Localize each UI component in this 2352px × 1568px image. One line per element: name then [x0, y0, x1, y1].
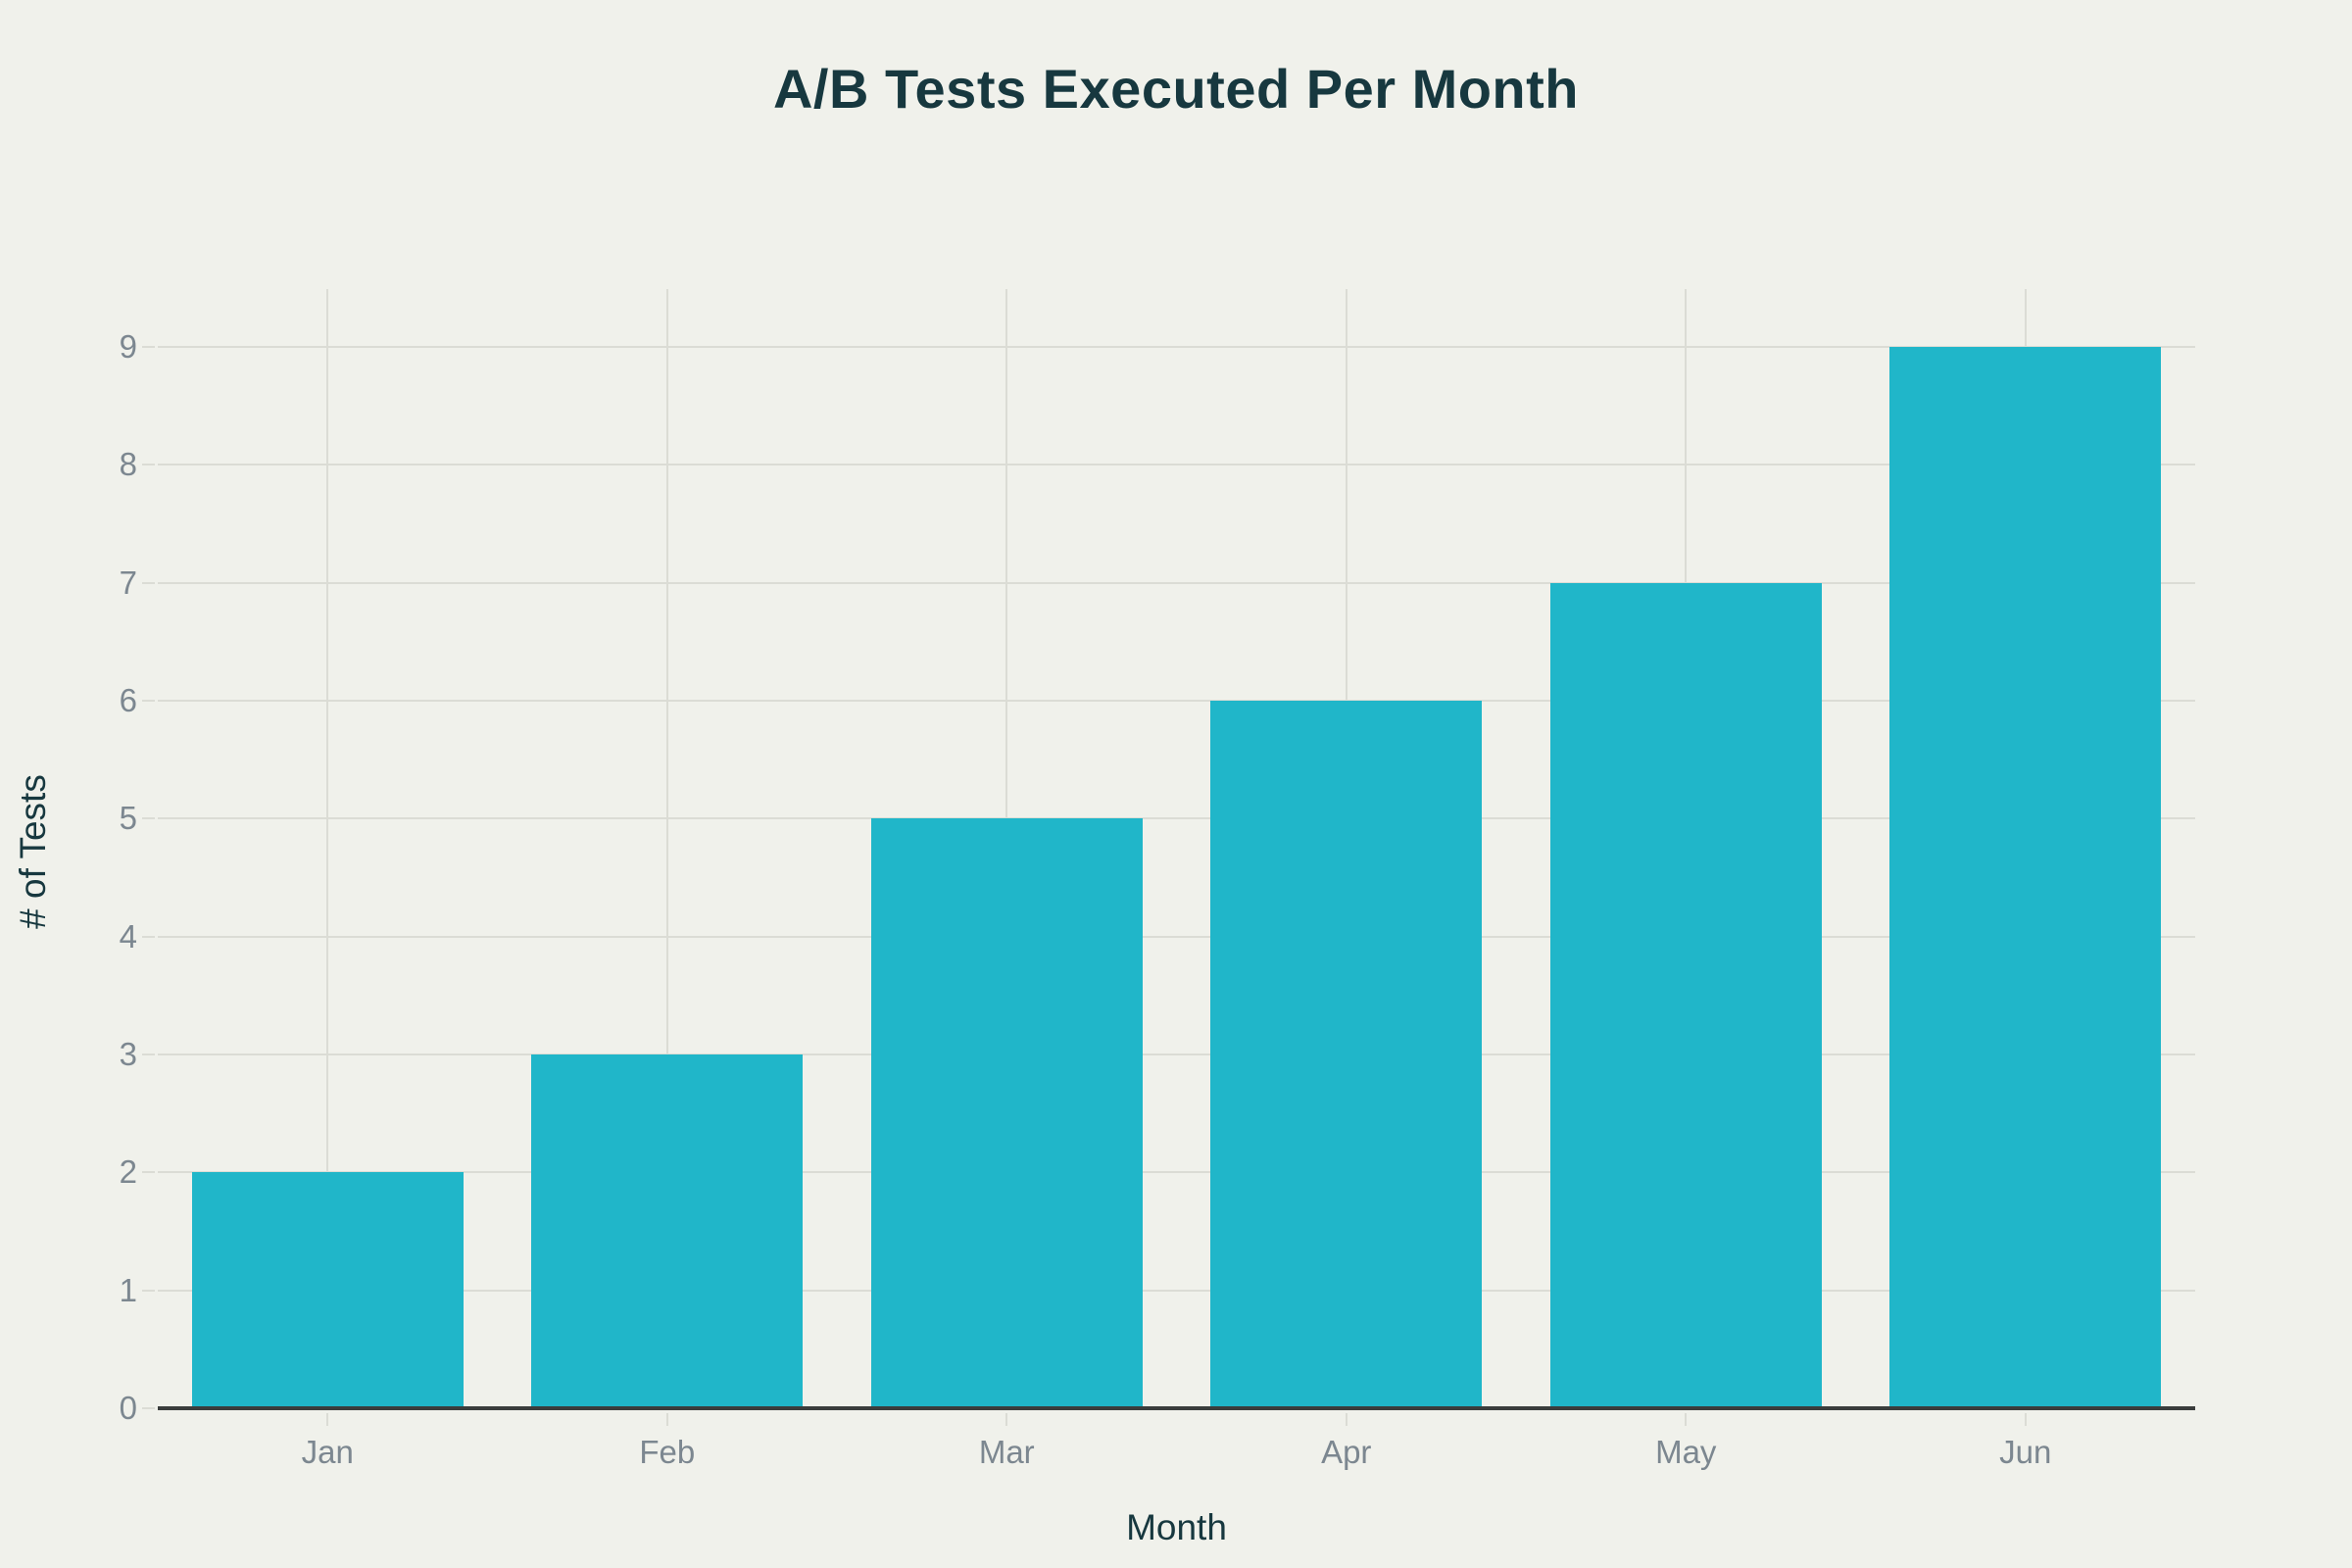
y-gridline	[158, 464, 2195, 466]
y-tick-mark	[142, 1053, 155, 1055]
x-tick-mark	[1685, 1413, 1688, 1426]
y-axis-title: # of Tests	[13, 774, 53, 929]
bar-feb	[531, 1054, 804, 1408]
x-tick-mark	[2024, 1413, 2027, 1426]
y-tick-label: 3	[119, 1035, 137, 1072]
y-tick-label: 6	[119, 681, 137, 718]
x-tick-label: Jun	[1999, 1434, 2052, 1470]
x-tick-label: Jan	[301, 1434, 354, 1470]
y-tick-mark	[142, 1289, 155, 1292]
y-gridline	[158, 345, 2195, 348]
y-tick-label: 2	[119, 1153, 137, 1191]
y-gridline	[158, 1289, 2195, 1292]
y-tick-mark	[142, 699, 155, 702]
y-tick-mark	[142, 1407, 155, 1409]
y-tick-mark	[142, 817, 155, 820]
y-tick-label: 0	[119, 1390, 137, 1426]
y-tick-label: 7	[119, 564, 137, 601]
y-gridline	[158, 1053, 2195, 1055]
y-tick-mark	[142, 581, 155, 584]
x-tick-label: May	[1655, 1434, 1717, 1470]
x-tick-label: Feb	[639, 1434, 696, 1470]
y-tick-mark	[142, 464, 155, 466]
y-tick-mark	[142, 935, 155, 938]
y-tick-label: 8	[119, 446, 137, 483]
y-gridline	[158, 699, 2195, 702]
x-tick-label: Apr	[1321, 1434, 1372, 1470]
y-tick-label: 1	[119, 1271, 137, 1308]
x-tick-mark	[1345, 1413, 1348, 1426]
y-tick-mark	[142, 345, 155, 348]
x-tick-label: Mar	[978, 1434, 1035, 1470]
x-axis-line	[158, 1406, 2195, 1410]
plot-area	[158, 289, 2195, 1410]
y-gridline	[158, 581, 2195, 584]
y-tick-label: 5	[119, 800, 137, 837]
y-tick-label: 4	[119, 917, 137, 955]
x-gridline	[665, 289, 668, 1408]
chart-title: A/B Tests Executed Per Month	[772, 58, 1579, 120]
y-tick-mark	[142, 1171, 155, 1174]
y-tick-label: 9	[119, 327, 137, 365]
x-gridline	[326, 289, 329, 1408]
bar-jun	[1889, 346, 2162, 1408]
y-gridline	[158, 935, 2195, 938]
bar-apr	[1210, 700, 1483, 1408]
x-tick-mark	[326, 1413, 329, 1426]
x-tick-mark	[1005, 1413, 1008, 1426]
x-tick-mark	[665, 1413, 668, 1426]
bar-may	[1549, 582, 1822, 1408]
bar-mar	[870, 818, 1143, 1408]
x-axis-title: Month	[1126, 1507, 1227, 1547]
bar-jan	[191, 1172, 464, 1408]
y-gridline	[158, 817, 2195, 820]
y-gridline	[158, 1171, 2195, 1174]
